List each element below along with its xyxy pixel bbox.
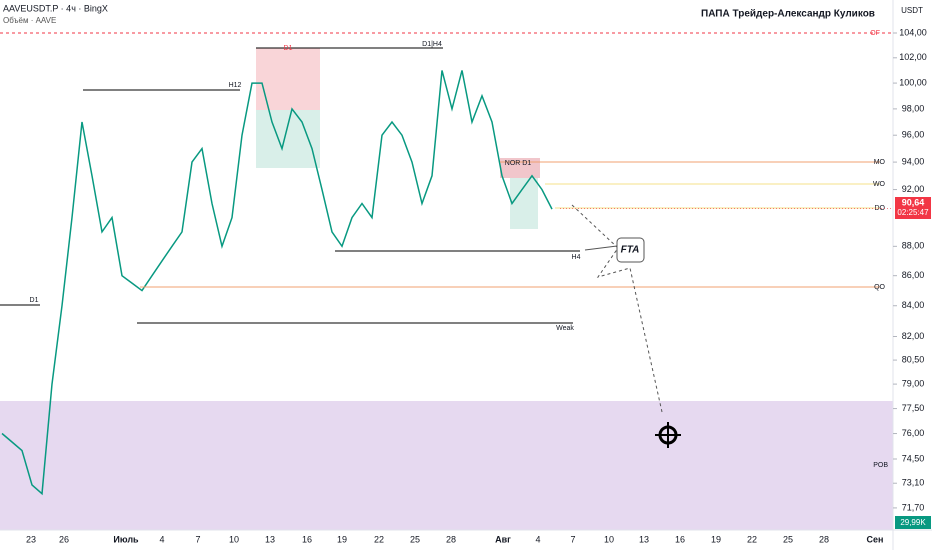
time-tick-label: Сен (867, 534, 884, 544)
fta-label: FTA (621, 245, 640, 256)
price-tick-label: 76,00 (902, 428, 925, 438)
volume-title: Объём · AAVE (3, 16, 56, 25)
price-tick-label: 88,00 (902, 241, 925, 251)
price-tick-label: 98,00 (902, 103, 925, 113)
price-tick-label: 100,00 (899, 77, 927, 87)
of-label: OF (870, 30, 880, 37)
price-tick-label: 71,70 (902, 502, 925, 512)
time-tick-label: 19 (711, 534, 721, 544)
time-tick-label: Авг (495, 534, 511, 544)
weak-label: Weak (556, 325, 574, 332)
time-tick-label: 16 (302, 534, 312, 544)
projection-path (571, 204, 663, 413)
price-tick-label: 92,00 (902, 184, 925, 194)
time-tick-label: 10 (604, 534, 614, 544)
price-tick-label: 84,00 (902, 300, 925, 310)
d1-label: D1 (30, 297, 39, 304)
time-tick-label: Июль (113, 534, 139, 544)
qo-label: QO (874, 284, 885, 291)
supply-box-small (500, 158, 540, 178)
fta-callout (616, 237, 645, 263)
time-tick-label: 26 (59, 534, 69, 544)
time-tick-label: 4 (159, 534, 164, 544)
time-tick-label: 16 (675, 534, 685, 544)
time-tick-label: 10 (229, 534, 239, 544)
price-axis: 104,00 102,00 100,00 98,00 96,00 94,00 92,00 88… (560, 27, 927, 512)
volume-value: 29,99K (900, 518, 926, 527)
price-tick-label: 74,50 (902, 453, 925, 463)
time-tick-label: 23 (26, 534, 36, 544)
price-tick-label: 80,50 (902, 354, 925, 364)
time-tick-label: 7 (570, 534, 575, 544)
time-tick-label: 28 (446, 534, 456, 544)
price-tick-label: 102,00 (899, 52, 927, 62)
volume-box (895, 516, 931, 529)
time-tick-label: 22 (747, 534, 757, 544)
time-tick-label: 4 (535, 534, 540, 544)
d1-box-label: D1 (284, 45, 293, 52)
countdown: 02:25:47 (897, 208, 929, 217)
pob-label: POB (873, 462, 888, 469)
h4-label: H4 (572, 254, 581, 261)
do-label: DO (875, 205, 886, 212)
supply-box (256, 48, 320, 110)
price-line (1, 70, 553, 496)
target-icon (655, 422, 681, 448)
price-tick-label: 77,50 (902, 403, 925, 413)
price-tick-label: 86,00 (902, 270, 925, 280)
callout-pointer (584, 245, 618, 251)
price-tick-label: 94,00 (902, 156, 925, 166)
demand-box (256, 110, 320, 168)
last-price-box (895, 197, 931, 219)
last-price: 90,64 (902, 197, 925, 207)
price-tick-label: 73,10 (902, 478, 925, 488)
price-group (1, 70, 553, 496)
time-tick-label: 19 (337, 534, 347, 544)
time-tick-label: 13 (265, 534, 275, 544)
currency: USDT (901, 6, 923, 15)
price-tick-label: 96,00 (902, 130, 925, 140)
ndr-label: NOR D1 (505, 160, 532, 167)
time-tick-label: 22 (374, 534, 384, 544)
time-tick-label: 25 (410, 534, 420, 544)
mo-label: MO (874, 159, 886, 166)
author: ПАПА Трейдер-Александр Куликов (701, 9, 875, 20)
d1h4-label: D1|H4 (422, 41, 442, 48)
h12-label: H12 (229, 82, 242, 89)
time-tick-label: 25 (783, 534, 793, 544)
wo-label: WO (873, 181, 886, 188)
symbol: AAVEUSDT.P · 4ч · BingX (3, 3, 108, 13)
time-tick-label: 13 (639, 534, 649, 544)
time-tick-label: 7 (195, 534, 200, 544)
price-tick-label: 79,00 (902, 378, 925, 388)
price-tick-label: 82,00 (902, 331, 925, 341)
purple-zone (0, 401, 893, 530)
time-tick-label: 28 (819, 534, 829, 544)
price-tick-label: 104,00 (899, 27, 927, 37)
